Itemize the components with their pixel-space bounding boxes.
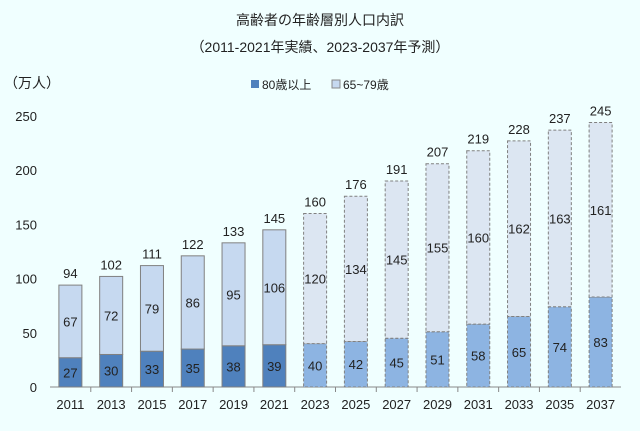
total-label: 94	[63, 266, 77, 281]
data-label: 67	[63, 314, 77, 329]
data-label: 83	[593, 335, 607, 350]
data-label: 74	[553, 340, 567, 355]
data-label: 95	[226, 287, 240, 302]
bar-segment-65-79	[139, 265, 164, 352]
data-label: 163	[549, 211, 571, 226]
total-label: 191	[386, 162, 408, 177]
y-tick-label: 200	[15, 163, 37, 178]
total-label: 237	[549, 111, 571, 126]
data-label: 134	[345, 262, 367, 277]
data-label: 39	[267, 359, 281, 374]
x-tick-label: 2011	[56, 397, 84, 412]
y-tick-label: 0	[30, 380, 37, 395]
bar-segment-65-79	[180, 255, 205, 350]
y-tick-label: 50	[23, 326, 37, 341]
data-label: 27	[63, 365, 77, 380]
data-label: 51	[430, 352, 444, 367]
data-label: 155	[427, 241, 449, 256]
y-tick-label: 100	[15, 272, 37, 287]
data-label: 161	[590, 203, 612, 218]
data-label: 45	[389, 356, 403, 371]
data-label: 106	[263, 280, 285, 295]
data-label: 42	[349, 357, 363, 372]
y-tick-label: 250	[15, 109, 37, 124]
data-label: 72	[104, 308, 118, 323]
total-label: 145	[263, 211, 285, 226]
x-tick-label: 2035	[545, 397, 574, 412]
y-axis-label: （万人）	[4, 75, 60, 91]
chart-title: 高齢者の年齢層別人口内訳	[236, 12, 404, 28]
bar-segment-65-79	[547, 129, 572, 308]
data-label: 65	[512, 345, 526, 360]
x-tick-label: 2029	[423, 397, 452, 412]
data-label: 58	[471, 349, 485, 364]
total-label: 207	[427, 145, 449, 160]
bar-segment-65-79	[221, 242, 246, 347]
x-tick-label: 2033	[505, 397, 534, 412]
bar-segment-65-79	[588, 122, 613, 298]
legend-swatch-80plus	[251, 80, 259, 88]
bar-segment-65-79	[384, 180, 409, 339]
data-label: 160	[467, 230, 489, 245]
data-label: 145	[386, 253, 408, 268]
legend: 80歳以上 65~79歳	[251, 78, 389, 92]
total-label: 228	[508, 122, 530, 137]
total-label: 111	[142, 247, 162, 262]
x-tick-label: 2021	[260, 397, 289, 412]
total-label: 160	[304, 195, 326, 210]
data-label: 30	[104, 364, 118, 379]
bar-segment-65-79	[343, 195, 368, 342]
chart-subtitle: （2011-2021年実績、2023-2037年予測）	[191, 39, 450, 55]
legend-label-80plus: 80歳以上	[262, 78, 311, 92]
total-label: 245	[590, 104, 612, 119]
data-label: 35	[186, 361, 200, 376]
x-tick-label: 2027	[382, 397, 411, 412]
data-label: 162	[508, 222, 530, 237]
bar-segment-65-79	[99, 275, 124, 355]
legend-label-65-79: 65~79歳	[343, 78, 389, 92]
x-tick-label: 2025	[341, 397, 370, 412]
x-tick-label: 2037	[586, 397, 615, 412]
x-tick-label: 2017	[178, 397, 207, 412]
y-tick-label: 150	[15, 217, 37, 232]
x-tick-label: 2015	[138, 397, 167, 412]
total-label: 133	[223, 224, 245, 239]
x-tick-label: 2013	[97, 397, 126, 412]
data-label: 86	[186, 295, 200, 310]
total-label: 102	[100, 257, 122, 272]
legend-swatch-65-79	[331, 79, 341, 89]
total-label: 122	[182, 237, 204, 252]
data-label: 120	[304, 272, 326, 287]
x-tick-label: 2031	[464, 397, 493, 412]
data-label: 40	[308, 358, 322, 373]
bar-segment-65-79	[507, 140, 532, 318]
bar-segment-65-79	[303, 213, 328, 345]
bar-segment-65-79	[466, 150, 491, 325]
data-label: 38	[226, 359, 240, 374]
total-label: 219	[467, 132, 489, 147]
data-label: 79	[145, 301, 159, 316]
data-label: 33	[145, 362, 159, 377]
total-label: 176	[345, 177, 367, 192]
x-tick-label: 2023	[301, 397, 330, 412]
bar-segment-65-79	[262, 229, 287, 346]
x-tick-label: 2019	[219, 397, 248, 412]
bar-segment-65-79	[425, 163, 450, 333]
bar-segment-65-79	[58, 284, 83, 359]
